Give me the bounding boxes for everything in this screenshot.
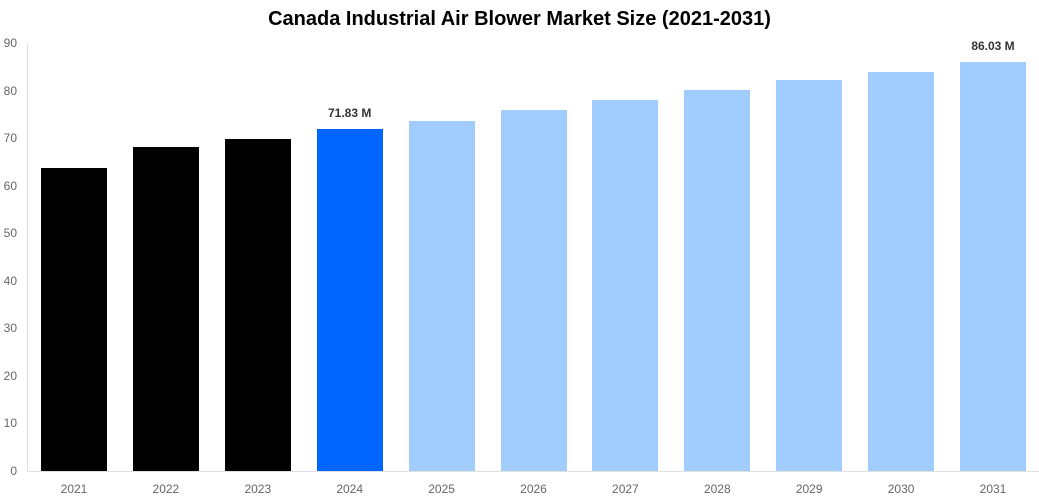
x-tick-label: 2027: [612, 482, 639, 496]
x-tick-label: 2031: [979, 482, 1007, 496]
y-tick-label: 80: [3, 83, 17, 98]
y-tick-label: 20: [3, 368, 17, 383]
bar-2022[interactable]: [132, 147, 199, 471]
x-tick-label: 2021: [60, 482, 88, 496]
bar-2024[interactable]: [316, 129, 383, 471]
y-tick-label: 40: [3, 273, 17, 288]
chart-title: Canada Industrial Air Blower Market Size…: [268, 8, 771, 30]
bar-2026[interactable]: [500, 110, 567, 471]
x-tick-label: 2026: [520, 482, 547, 496]
bar-2027[interactable]: [592, 99, 659, 471]
x-tick-label: 2023: [244, 482, 272, 496]
bar-2030[interactable]: [868, 71, 935, 471]
y-tick-label: 0: [10, 464, 17, 478]
y-axis-line: [27, 43, 28, 471]
x-tick-label: 2024: [336, 482, 364, 496]
bar-2028[interactable]: [684, 89, 751, 471]
x-tick-label: 2030: [887, 482, 915, 496]
bar-2021[interactable]: [41, 168, 107, 471]
y-tick-label: 30: [3, 321, 17, 336]
x-tick-label: 2025: [428, 482, 455, 496]
data-label: 71.83 M: [328, 106, 372, 121]
y-tick-label: 90: [3, 36, 17, 50]
y-tick-label: 60: [3, 178, 17, 193]
y-tick-label: 70: [3, 131, 17, 146]
x-tick-label: 2028: [703, 482, 731, 496]
y-tick-label: 50: [3, 226, 17, 241]
bar-2031[interactable]: [960, 61, 1026, 471]
x-axis-line: [27, 471, 1039, 472]
bar-2029[interactable]: [776, 80, 843, 471]
bar-2023[interactable]: [224, 139, 291, 471]
x-tick-label: 2029: [795, 482, 823, 496]
data-label: 86.03 M: [971, 38, 1015, 53]
x-tick-label: 2022: [152, 482, 180, 496]
y-tick-label: 10: [3, 416, 17, 431]
bar-2025[interactable]: [408, 120, 475, 471]
